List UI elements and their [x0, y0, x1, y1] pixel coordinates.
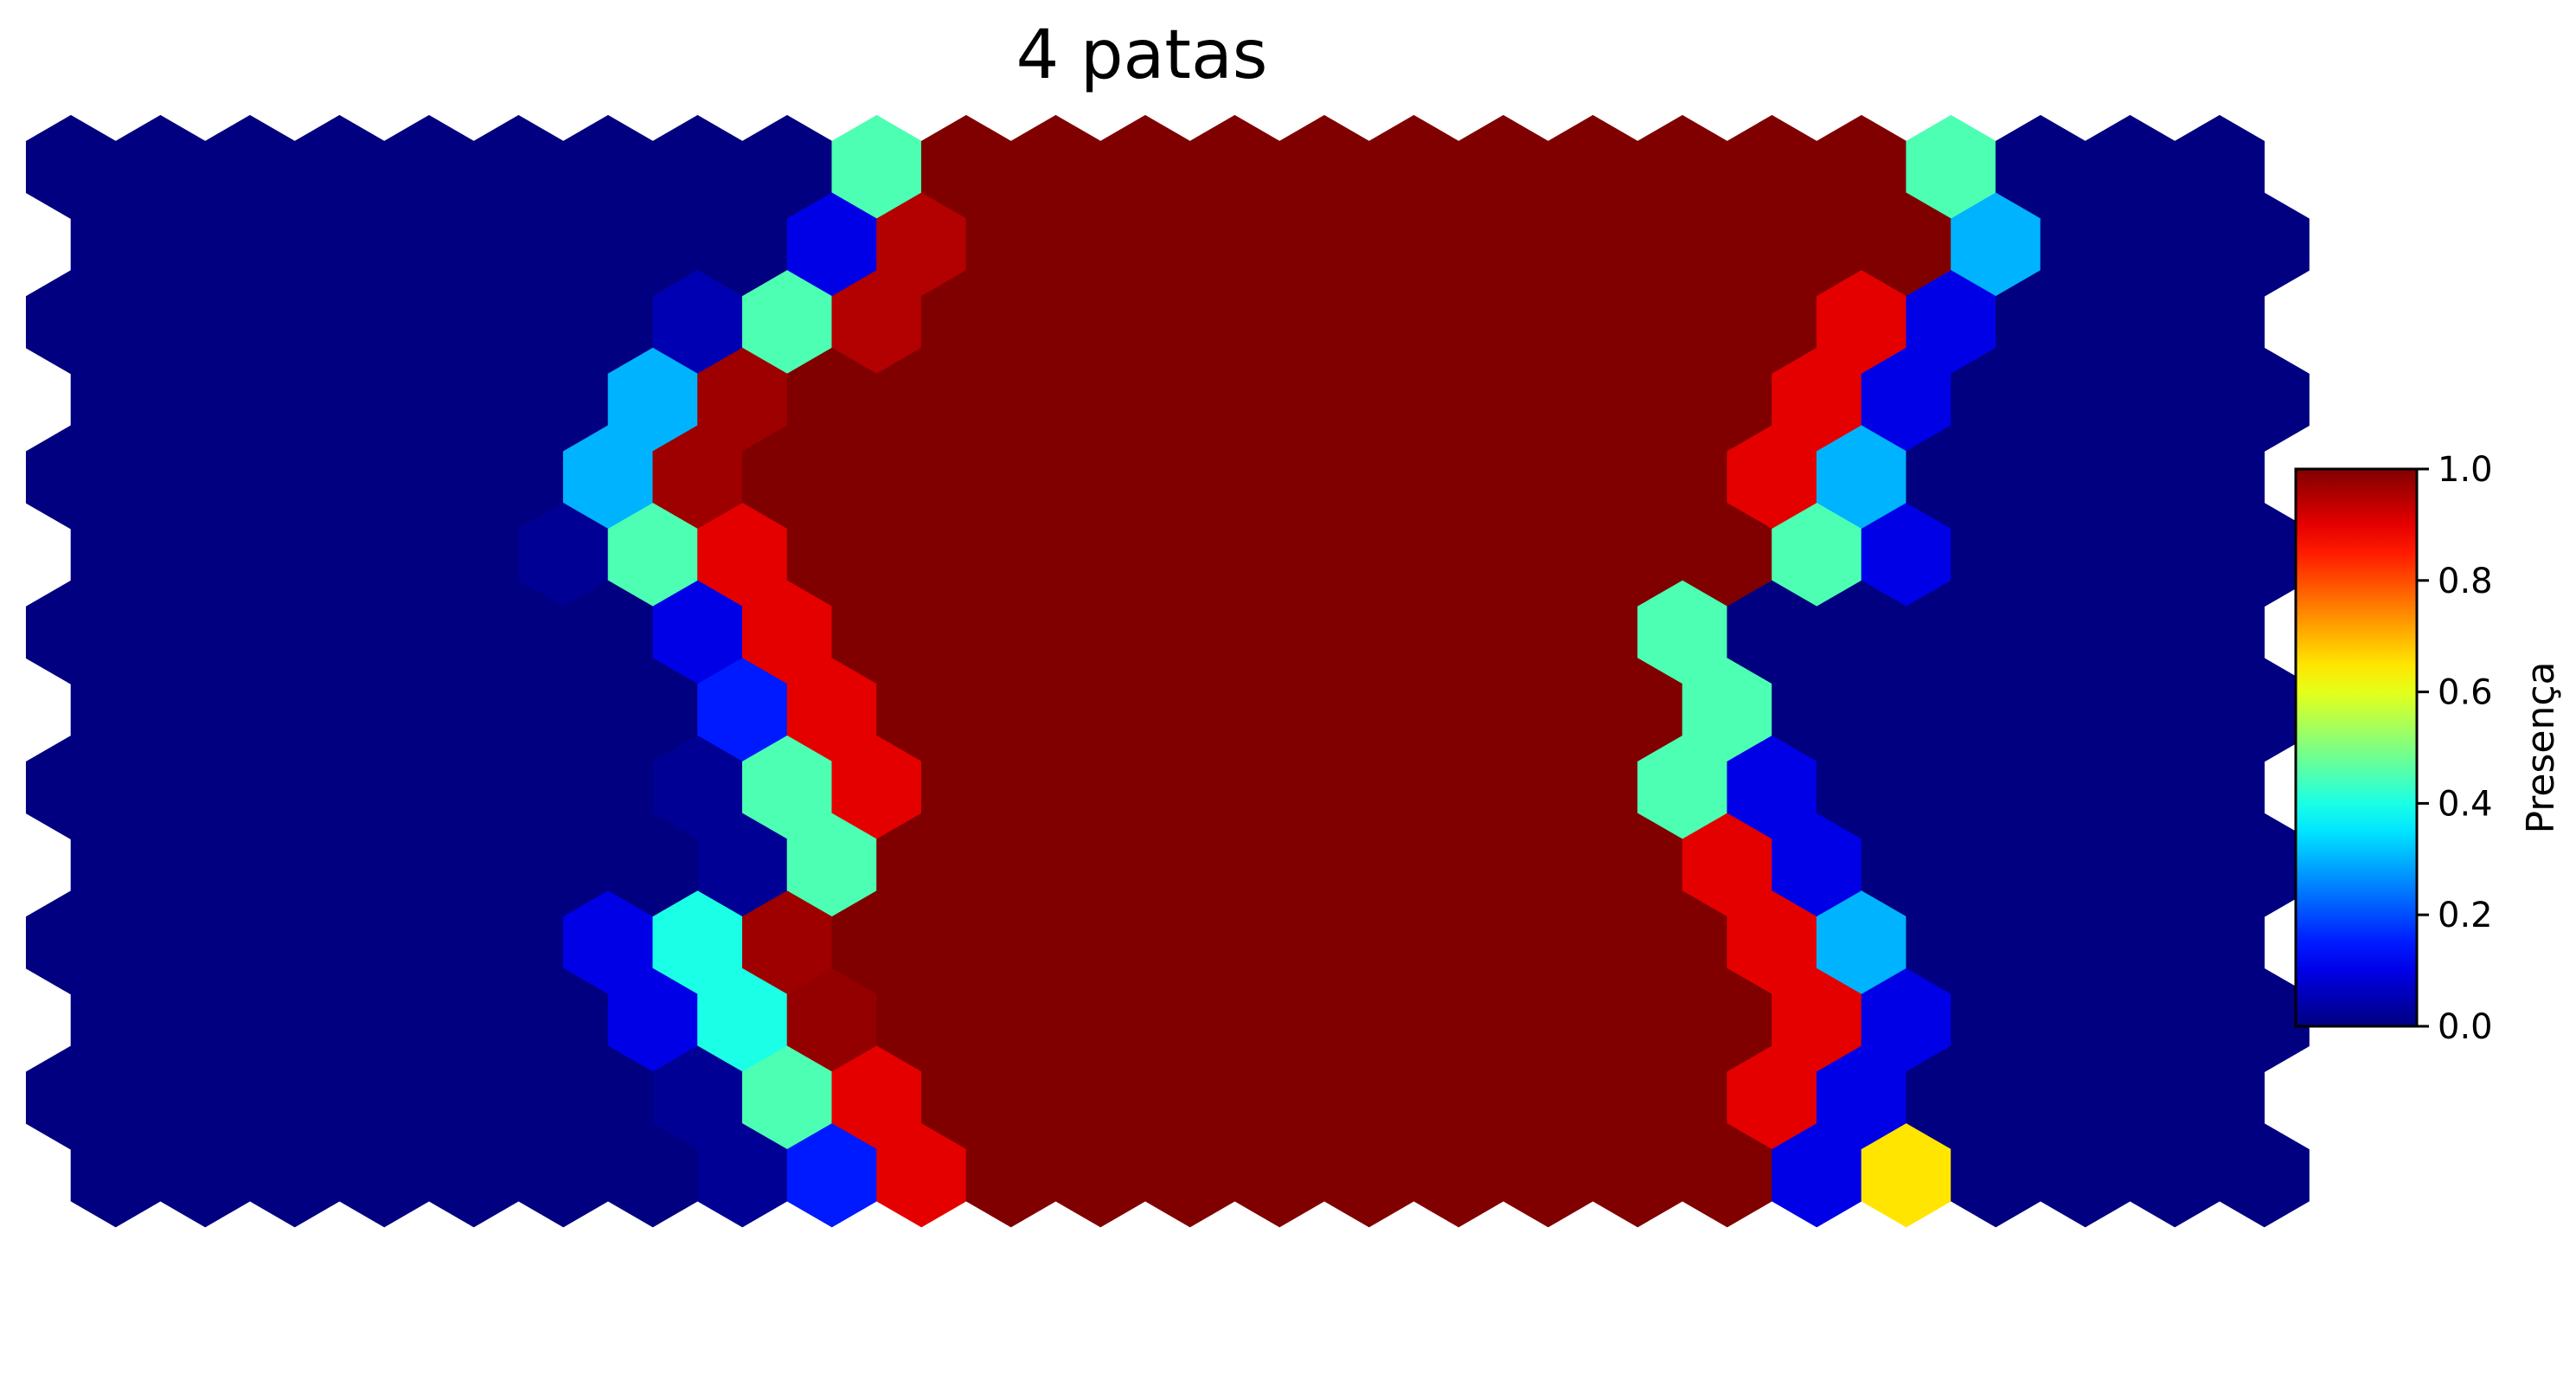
colorbar-gradient: [2294, 467, 2419, 1028]
colorbar-label: Presença: [2519, 662, 2563, 834]
colorbar-tick-label: 0.2: [2438, 896, 2493, 935]
colorbar-tick-label: 0.4: [2438, 784, 2493, 824]
colorbar-tick-label: 0.0: [2438, 1007, 2493, 1047]
hex-cell: [2219, 1123, 2310, 1228]
chart-title: 4 patas: [1016, 16, 1268, 94]
hex-grid: [25, 114, 2310, 1228]
colorbar-tick-label: 1.0: [2438, 450, 2493, 490]
colorbar-ticks: 0.0 0.2 0.4 0.6 0.8 1.0: [2417, 450, 2493, 1047]
colorbar-tick-label: 0.8: [2438, 562, 2493, 601]
colorbar: 0.0 0.2 0.4 0.6 0.8 1.0 Presença: [2294, 450, 2563, 1047]
colorbar-tick-label: 0.6: [2438, 673, 2493, 713]
